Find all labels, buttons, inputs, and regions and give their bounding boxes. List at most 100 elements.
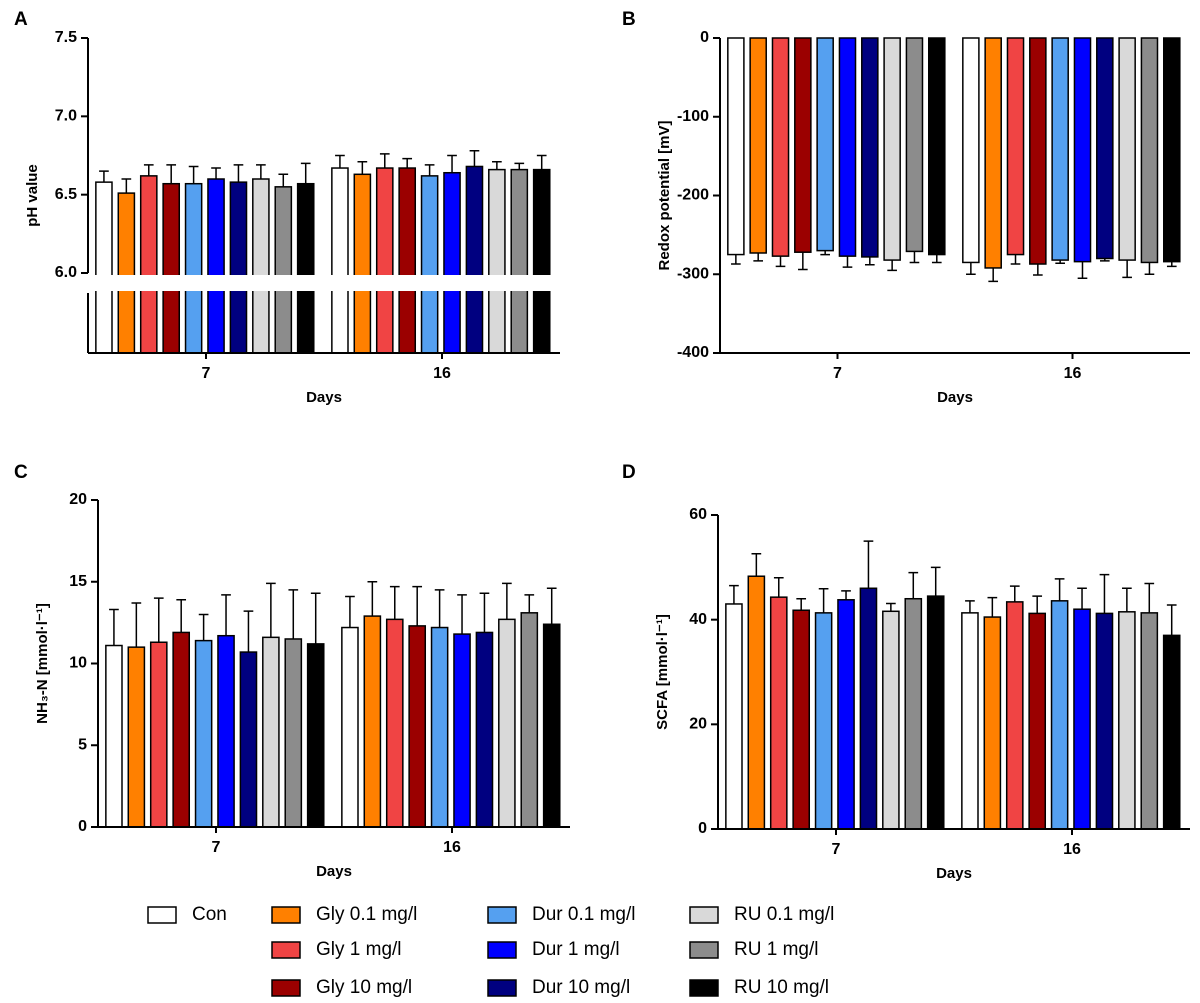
bar [331, 167, 349, 354]
bar [184, 182, 203, 354]
legend-swatch [487, 979, 517, 997]
error-bar [842, 256, 853, 268]
y-tick-label: 0 [698, 820, 707, 837]
y-tick-label: 0 [78, 818, 87, 835]
y-tick-label: -300 [677, 265, 709, 282]
legend-label: Con [192, 904, 227, 925]
y-tick-label: 0 [700, 29, 709, 46]
bar [1140, 37, 1159, 264]
error-bar [966, 262, 976, 275]
error-bar [841, 590, 851, 600]
error-bar [447, 154, 457, 173]
panel-letter: A [14, 9, 28, 30]
error-bar [310, 592, 321, 644]
bar [375, 167, 394, 354]
bar [488, 168, 506, 354]
legend-label: Dur 10 mg/l [532, 977, 630, 998]
y-tick-label: 60 [689, 506, 707, 523]
bar [928, 37, 946, 256]
bar [475, 631, 494, 828]
legend-swatch [487, 941, 517, 959]
legend-label: Gly 0.1 mg/l [316, 904, 417, 925]
error-bar [753, 252, 764, 262]
bar [398, 167, 417, 354]
error-bar [1099, 573, 1110, 614]
bar [747, 575, 766, 830]
error-bar [211, 167, 221, 179]
error-bar [965, 600, 975, 613]
bar [1005, 601, 1024, 830]
bar [229, 181, 248, 354]
error-bar [1010, 254, 1021, 265]
x-tick-label: 16 [433, 365, 451, 382]
legend-label: Gly 10 mg/l [316, 977, 412, 998]
bar [162, 182, 181, 354]
error-bar [266, 582, 276, 638]
error-bar [1144, 262, 1155, 275]
error-bar [335, 154, 345, 169]
legend-label: RU 10 mg/l [734, 977, 829, 998]
bar [498, 618, 516, 828]
error-bar [1009, 585, 1020, 602]
bar [341, 626, 359, 828]
bar [838, 37, 857, 257]
error-bar [176, 598, 187, 633]
error-bar [909, 251, 920, 264]
y-axis-title: SCFA [mmol·l⁻¹] [654, 614, 671, 730]
y-tick-label: 5 [78, 736, 87, 753]
bar [532, 168, 551, 354]
x-tick-label: 7 [833, 365, 842, 382]
error-bar [1033, 264, 1043, 276]
bar [769, 596, 788, 830]
bar [274, 186, 293, 354]
y-tick-label: -400 [677, 344, 709, 361]
error-bar [198, 613, 209, 641]
x-axis-title: Days [936, 865, 972, 882]
x-tick-label: 16 [1064, 365, 1082, 382]
x-tick-label: 16 [443, 839, 461, 856]
bar [859, 587, 878, 830]
bar [408, 625, 427, 828]
bar [105, 644, 123, 828]
y-tick-label: 40 [689, 611, 707, 628]
bar [252, 178, 270, 354]
bar [465, 165, 484, 354]
bar [837, 599, 855, 830]
error-bar [729, 584, 739, 604]
bar [510, 168, 529, 354]
error-bar [536, 154, 547, 170]
error-bar [502, 582, 512, 620]
bar [139, 175, 158, 354]
legend-swatch [271, 941, 301, 959]
x-axis-title: Days [306, 389, 342, 406]
bar [207, 178, 225, 354]
error-bar [988, 267, 999, 283]
bar [861, 37, 879, 258]
bar [385, 618, 404, 828]
error-bar [546, 587, 557, 625]
error-bar [864, 256, 875, 266]
error-bar [887, 260, 897, 272]
error-bar [166, 164, 177, 184]
axis-break [76, 275, 562, 291]
error-bar [1077, 261, 1088, 279]
error-bar [469, 150, 480, 167]
error-bar [1032, 595, 1043, 614]
error-bar [233, 164, 244, 183]
error-bar [153, 597, 164, 643]
error-bar [931, 254, 942, 264]
bar [149, 641, 168, 828]
bar [1140, 612, 1159, 830]
error-bar [121, 178, 132, 194]
y-tick-label: 15 [69, 573, 87, 590]
bar [984, 37, 1002, 269]
error-bar [987, 596, 998, 618]
bar [1073, 37, 1092, 263]
bar [117, 192, 136, 354]
error-bar [434, 589, 445, 628]
error-bar [109, 608, 119, 646]
error-bar [796, 597, 807, 611]
bar [1073, 608, 1091, 830]
bar [1118, 37, 1136, 261]
panel-letter: C [14, 462, 28, 483]
